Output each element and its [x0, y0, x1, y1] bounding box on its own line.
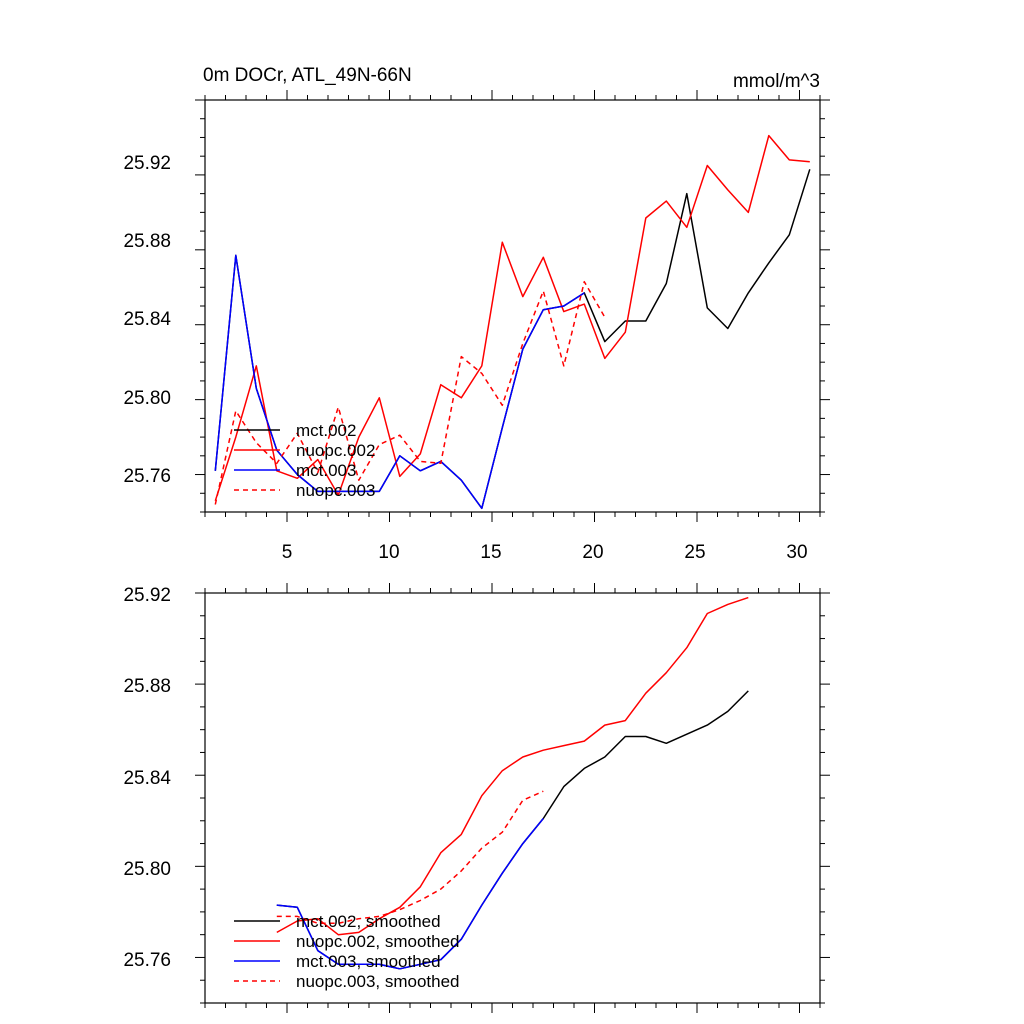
- legend-label-nuopc-002: nuopc.002: [296, 441, 375, 460]
- top-xtick-label: 15: [480, 542, 501, 563]
- top-xtick-label: 30: [786, 542, 807, 563]
- bottom-ytick-label: 25.92: [123, 585, 171, 606]
- legend-label-nuopc-003: nuopc.003: [296, 481, 375, 500]
- top-ytick-labels: 25.76 25.80 25.84 25.88 25.92: [123, 153, 171, 487]
- bottom-panel: 25.76 25.80 25.84 25.88 25.92 mct.002, s…: [123, 583, 830, 1013]
- legend-label-mct-003: mct.003: [296, 461, 356, 480]
- bottom-series-lines: [276, 596, 749, 970]
- bottom-ytick-label: 25.88: [123, 676, 171, 697]
- legend-label-mct-003-smoothed: mct.003, smoothed: [296, 952, 441, 971]
- top-ytick-label: 25.76: [123, 466, 171, 487]
- bottom-ytick-labels: 25.76 25.80 25.84 25.88 25.92: [123, 585, 171, 971]
- series-line-nuopc-002: [214, 134, 810, 502]
- bottom-axis-ticks: [195, 583, 830, 1013]
- series-line-nuopc-003-smoothed: [276, 790, 544, 925]
- top-ytick-label: 25.84: [123, 309, 171, 330]
- top-legend: mct.002 nuopc.002 mct.003 nuopc.003: [234, 421, 375, 500]
- series-line-nuopc-003: [214, 280, 606, 505]
- top-ytick-label: 25.88: [123, 231, 171, 252]
- bottom-ytick-label: 25.76: [123, 950, 171, 971]
- bottom-ytick-label: 25.80: [123, 859, 171, 880]
- top-xtick-label: 20: [582, 542, 603, 563]
- top-panel: 0m DOCr, ATL_49N-66N mmol/m^3 25.76 25.8…: [123, 65, 830, 563]
- top-plot-frame: [204, 99, 821, 513]
- bottom-plot-frame: [204, 592, 821, 1004]
- bottom-legend: mct.002, smoothed nuopc.002, smoothed mc…: [234, 912, 460, 991]
- series-line-mct-003-smoothed: [276, 818, 544, 970]
- top-xtick-label: 25: [684, 542, 705, 563]
- top-title: 0m DOCr, ATL_49N-66N: [203, 65, 412, 86]
- top-ytick-label: 25.80: [123, 388, 171, 409]
- series-line-nuopc-002-smoothed: [276, 596, 749, 936]
- top-ytick-label: 25.92: [123, 153, 171, 174]
- legend-label-nuopc-003-smoothed: nuopc.003, smoothed: [296, 972, 460, 991]
- bottom-ytick-label: 25.84: [123, 768, 171, 789]
- top-xtick-labels: 5 10 15 20 25 30: [282, 542, 808, 563]
- top-units-label: mmol/m^3: [733, 71, 820, 92]
- legend-label-nuopc-002-smoothed: nuopc.002, smoothed: [296, 932, 460, 951]
- top-axis-ticks: [195, 90, 830, 522]
- legend-label-mct-002: mct.002: [296, 421, 356, 440]
- legend-label-mct-002-smoothed: mct.002, smoothed: [296, 912, 441, 931]
- top-xtick-label: 10: [378, 542, 399, 563]
- top-xtick-label: 5: [282, 542, 293, 563]
